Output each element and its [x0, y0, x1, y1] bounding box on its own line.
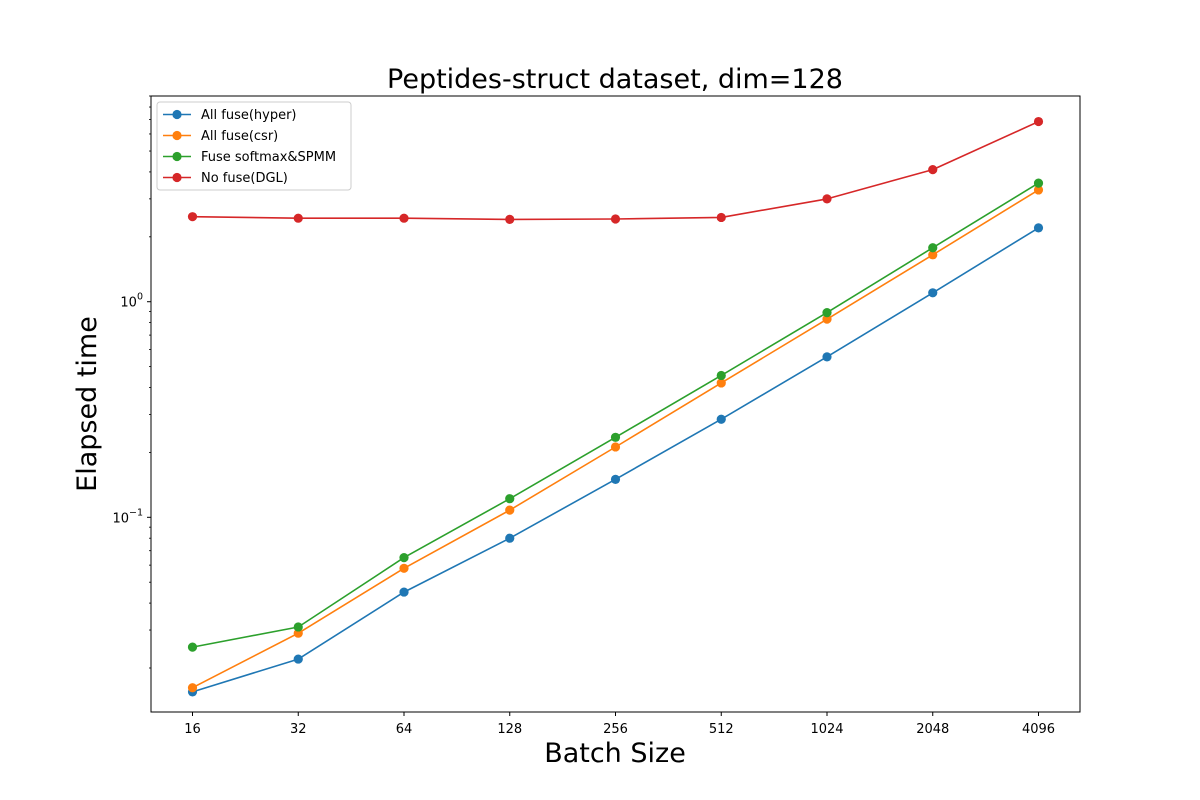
- data-point: [399, 563, 409, 573]
- data-point: [505, 505, 515, 515]
- x-tick-label: 64: [396, 722, 413, 737]
- legend: All fuse(hyper) All fuse(csr) Fuse softmax…: [156, 101, 352, 191]
- legend-label: All fuse(hyper): [201, 108, 297, 123]
- legend-marker: [172, 109, 182, 120]
- data-point: [1033, 223, 1044, 233]
- data-point: [822, 352, 832, 362]
- data-point: [928, 250, 938, 260]
- legend-label: All fuse(csr): [201, 129, 278, 144]
- data-point: [505, 494, 515, 504]
- y-tick-label: 10−1: [112, 507, 143, 526]
- data-point: [610, 432, 621, 442]
- x-tick-label: 256: [603, 722, 628, 737]
- legend-label: No fuse(DGL): [201, 171, 288, 186]
- x-axis-title: Batch Size: [544, 738, 686, 769]
- data-point: [1033, 178, 1044, 188]
- legend-marker: [172, 172, 182, 183]
- legend-marker: [172, 151, 182, 162]
- data-point: [928, 288, 938, 298]
- legend-label: Fuse softmax&SPMM: [201, 150, 336, 165]
- x-tick-label: 2048: [916, 722, 949, 737]
- x-axis: 16 32 64 128 256 512 1024 2048 4096: [184, 712, 1055, 737]
- data-point: [822, 308, 832, 318]
- data-point: [716, 212, 726, 223]
- legend-frame: [156, 101, 352, 191]
- data-point: [505, 214, 515, 224]
- data-point: [293, 654, 303, 664]
- data-point: [293, 213, 303, 223]
- data-point: [187, 683, 198, 693]
- data-point: [610, 442, 621, 452]
- data-point: [822, 314, 832, 324]
- data-point: [822, 194, 832, 204]
- y-axis-title: Elapsed time: [72, 316, 103, 492]
- data-point: [399, 553, 409, 563]
- data-point: [1033, 116, 1044, 127]
- x-tick-label: 32: [290, 722, 307, 737]
- data-point: [610, 214, 621, 224]
- data-point: [716, 370, 726, 381]
- x-tick-label: 4096: [1022, 722, 1055, 737]
- data-point: [716, 414, 726, 424]
- legend-marker: [172, 130, 182, 141]
- data-point: [187, 212, 198, 222]
- data-point: [928, 165, 938, 175]
- x-tick-label: 128: [497, 722, 522, 737]
- data-point: [1033, 185, 1044, 195]
- data-point: [293, 622, 303, 632]
- data-point: [716, 378, 726, 388]
- x-tick-label: 512: [709, 722, 734, 737]
- data-point: [399, 213, 409, 223]
- data-point: [505, 533, 515, 543]
- y-tick-label: 100: [120, 292, 143, 311]
- chart-title: Peptides-struct dataset, dim=128: [387, 64, 843, 95]
- x-tick-label: 16: [184, 722, 201, 737]
- data-point: [610, 474, 621, 484]
- data-point: [399, 587, 409, 597]
- y-axis: 10−1 100: [112, 95, 151, 669]
- data-point: [187, 642, 198, 652]
- plot-area: [187, 116, 1044, 697]
- x-tick-label: 1024: [810, 722, 843, 737]
- data-point: [928, 243, 938, 253]
